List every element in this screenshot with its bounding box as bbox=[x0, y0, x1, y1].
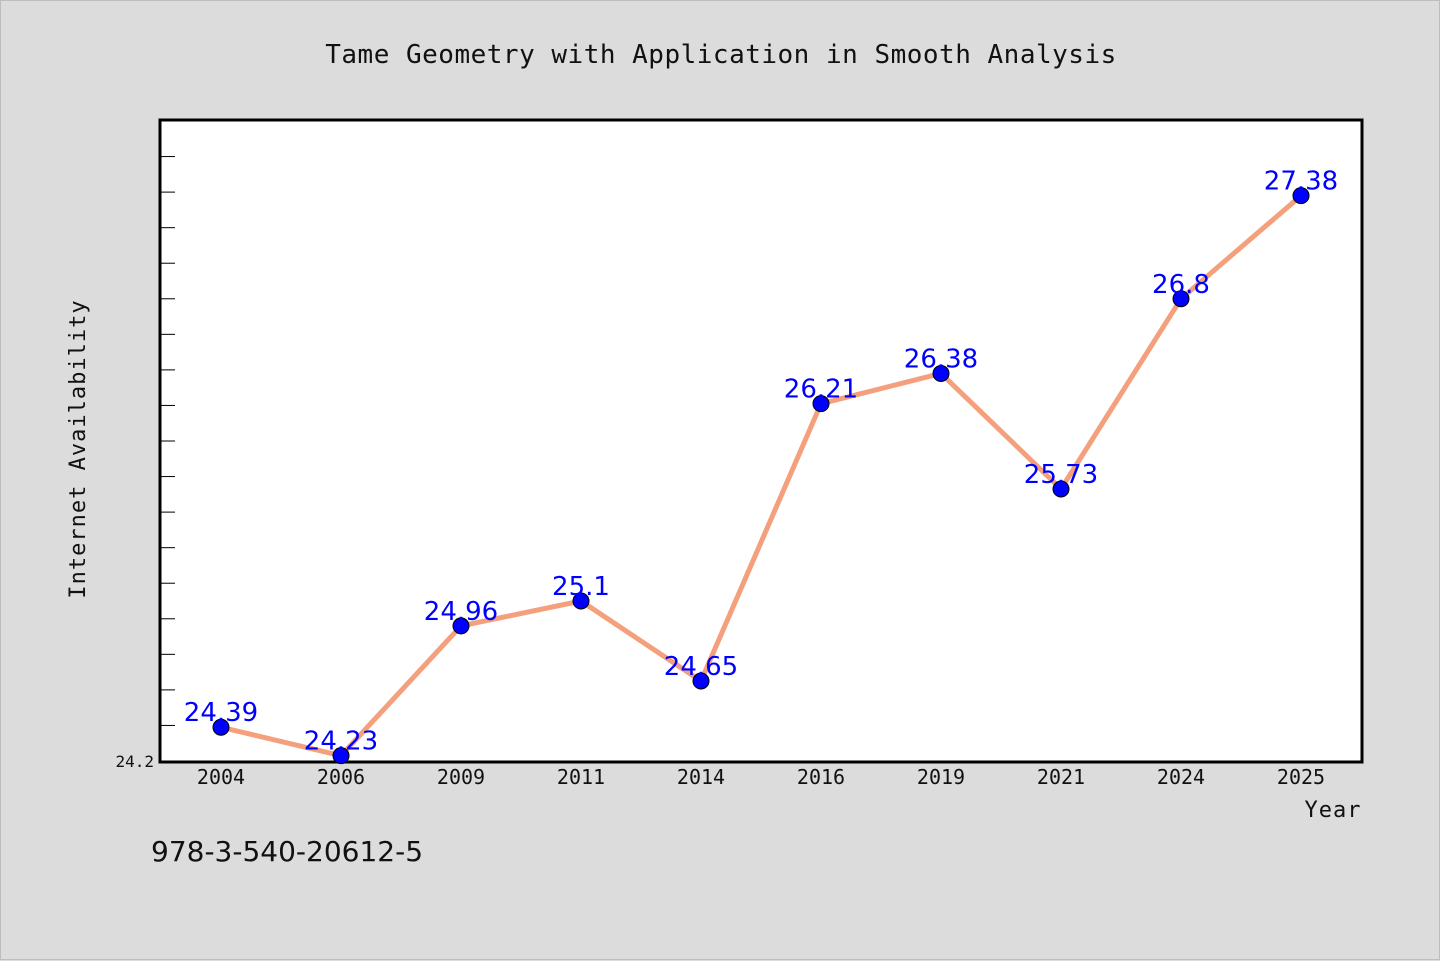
data-point bbox=[1292, 187, 1310, 205]
plot-area bbox=[158, 118, 1364, 764]
data-point bbox=[1172, 290, 1190, 308]
data-point bbox=[812, 395, 830, 413]
data-label: 24.23 bbox=[304, 727, 378, 757]
data-label: 25.73 bbox=[1024, 460, 1098, 490]
data-label-layer: 24.39 24.23 24.96 25.1 24.65 26.21 26.38 25.73 2… bbox=[184, 167, 1338, 757]
data-point bbox=[692, 672, 710, 690]
data-point bbox=[932, 364, 950, 382]
x-tick-label: 2004 bbox=[197, 765, 245, 789]
x-tick-label: 2019 bbox=[917, 765, 965, 789]
data-label: 27.38 bbox=[1264, 167, 1338, 197]
chart-title: Tame Geometry with Application in Smooth… bbox=[325, 40, 1117, 70]
x-tick-label: 2006 bbox=[317, 765, 365, 789]
x-axis-tick-labels: 2004 2006 2009 2011 2014 2016 2019 2021 2024 2025 bbox=[197, 765, 1325, 789]
isbn-text: 978-3-540-20612-5 bbox=[151, 835, 424, 868]
y-axis-label: Internet Availability bbox=[66, 299, 91, 598]
data-point bbox=[212, 718, 230, 736]
x-tick-label: 2014 bbox=[677, 765, 725, 789]
data-label: 24.65 bbox=[664, 652, 738, 682]
x-axis-label: Year bbox=[1305, 798, 1362, 823]
x-tick-label: 2009 bbox=[437, 765, 485, 789]
x-tick-label: 2024 bbox=[1157, 765, 1205, 789]
data-label: 25.1 bbox=[552, 572, 610, 602]
series-layer bbox=[218, 193, 1304, 759]
data-label: 24.96 bbox=[424, 597, 498, 627]
x-tick-label: 2025 bbox=[1277, 765, 1325, 789]
data-point bbox=[572, 592, 590, 610]
y-tick-label: 24.2 bbox=[115, 752, 154, 771]
data-label: 26.38 bbox=[904, 344, 978, 374]
data-point bbox=[1052, 480, 1070, 498]
series-line bbox=[218, 193, 1304, 759]
data-point bbox=[332, 747, 350, 765]
y-axis-ticks: 24.2 bbox=[115, 156, 175, 771]
x-tick-label: 2011 bbox=[557, 765, 605, 789]
x-tick-label: 2021 bbox=[1037, 765, 1085, 789]
data-label: 26.8 bbox=[1152, 270, 1210, 300]
data-point bbox=[452, 617, 470, 635]
x-tick-label: 2016 bbox=[797, 765, 845, 789]
data-label: 24.39 bbox=[184, 698, 258, 728]
marker-layer bbox=[212, 187, 1310, 765]
data-label: 26.21 bbox=[784, 375, 858, 405]
